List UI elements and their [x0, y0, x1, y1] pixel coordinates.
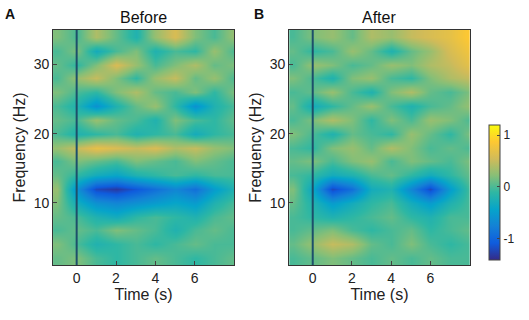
svg-text:30: 30	[34, 56, 50, 72]
svg-text:Before: Before	[120, 9, 167, 26]
svg-text:30: 30	[270, 56, 286, 72]
svg-text:Frequency (Hz): Frequency (Hz)	[11, 92, 28, 202]
svg-text:-1: -1	[503, 232, 514, 246]
svg-text:10: 10	[270, 195, 286, 211]
svg-text:0: 0	[73, 270, 81, 286]
svg-text:Time (s): Time (s)	[115, 286, 173, 303]
svg-text:6: 6	[191, 270, 199, 286]
svg-text:20: 20	[270, 126, 286, 142]
svg-text:Frequency (Hz): Frequency (Hz)	[247, 92, 264, 202]
svg-text:0: 0	[503, 180, 510, 194]
svg-text:Time (s): Time (s)	[350, 286, 408, 303]
svg-text:4: 4	[387, 270, 395, 286]
svg-text:2: 2	[348, 270, 356, 286]
svg-text:0: 0	[309, 270, 317, 286]
svg-text:2: 2	[112, 270, 120, 286]
svg-text:1: 1	[503, 128, 510, 142]
svg-text:20: 20	[34, 126, 50, 142]
svg-text:A: A	[5, 6, 15, 22]
svg-text:After: After	[362, 9, 396, 26]
svg-text:4: 4	[151, 270, 159, 286]
svg-text:10: 10	[34, 195, 50, 211]
svg-text:B: B	[254, 6, 264, 22]
svg-text:6: 6	[427, 270, 435, 286]
